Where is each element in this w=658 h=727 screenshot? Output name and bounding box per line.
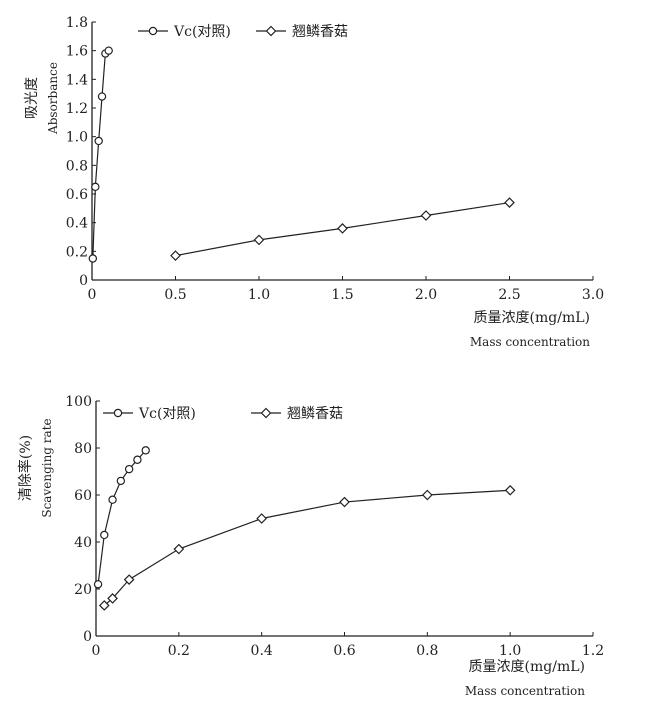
y-axis-title-en: Absorbance <box>46 62 60 135</box>
data-point <box>421 489 433 501</box>
y-axis-title-cn: 吸光度 <box>24 77 40 119</box>
absorbance-chart: 0 0.2 0.4 0.6 0.8 1.0 1.2 1.4 1.6 1.8 0 0.5 1.0 1.5 2.… <box>24 15 604 349</box>
x-tick-label: 0.2 <box>168 643 190 659</box>
legend-label: 翘鳞香菇 <box>287 406 343 422</box>
series-vc-control <box>93 446 150 589</box>
legend-entry: 翘鳞香菇 <box>251 406 343 422</box>
data-point <box>504 197 515 208</box>
series-sample <box>98 484 516 611</box>
legend-marker <box>148 26 158 36</box>
y-axis-title-cn: 清除率(%) <box>17 435 34 501</box>
series-line <box>103 489 511 606</box>
x-tick-label: 0.8 <box>416 643 438 659</box>
y-tick-label: 0.8 <box>66 158 88 174</box>
y-tick-label: 0.6 <box>66 187 88 203</box>
data-point <box>504 484 516 496</box>
data-point <box>108 495 117 504</box>
data-point <box>124 464 134 474</box>
y-tick-label: 40 <box>74 535 92 551</box>
scavenging-rate-chart: 0 20 40 60 80 100 0 0.2 0.4 0.6 0.8 1.0 1.2 清除率(%) Sca… <box>17 394 604 698</box>
x-tick-label: 0.6 <box>333 643 355 659</box>
x-axis-title-cn: 质量浓度(mg/mL) <box>469 659 585 675</box>
data-point <box>123 574 135 585</box>
x-tick-label: 1.2 <box>582 643 604 659</box>
data-point <box>170 250 181 261</box>
y-tick-label: 100 <box>65 394 92 410</box>
y-tick-label: 1.4 <box>66 72 88 88</box>
legend-marker <box>265 25 277 37</box>
y-tick-label: 80 <box>74 441 92 457</box>
y-tick-label: 0 <box>79 273 88 289</box>
legend-label: Vc(对照) <box>138 406 196 422</box>
x-axis-title-en: Mass concentration <box>470 335 590 349</box>
data-point <box>339 496 350 508</box>
y-tick-label: 1.0 <box>66 130 88 146</box>
data-point <box>97 92 107 101</box>
data-point <box>104 46 113 55</box>
series-sample <box>170 197 515 261</box>
data-point <box>93 580 103 589</box>
legend-marker <box>113 408 123 418</box>
data-point <box>420 210 432 221</box>
legend-label: 翘鳞香菇 <box>292 24 348 40</box>
data-point <box>91 182 100 192</box>
x-tick-label: 3.0 <box>582 287 604 303</box>
data-point <box>94 136 103 146</box>
data-point <box>88 254 98 263</box>
legend-label: Vc(对照) <box>173 24 231 40</box>
data-point <box>256 513 268 524</box>
x-tick-label: 0.5 <box>164 287 186 303</box>
y-tick-label: 0.4 <box>66 216 88 232</box>
x-tick-label: 0 <box>92 643 101 659</box>
data-point <box>337 223 348 234</box>
x-tick-label: 2.5 <box>498 287 520 303</box>
x-tick-label: 1.5 <box>331 287 353 303</box>
x-tick-label: 0 <box>88 287 97 303</box>
data-point <box>98 600 110 611</box>
x-tick-label: 0.4 <box>251 643 273 659</box>
data-point <box>173 543 185 555</box>
y-tick-label: 0.2 <box>66 244 88 260</box>
series-line <box>97 449 147 585</box>
x-tick-label: 2.0 <box>415 287 437 303</box>
x-axis-title-cn: 质量浓度(mg/mL) <box>474 310 590 326</box>
legend-entry: 翘鳞香菇 <box>256 24 348 40</box>
series-vc-control <box>88 46 113 263</box>
legend-marker <box>260 407 272 419</box>
x-tick-label: 1.0 <box>499 643 521 659</box>
data-point <box>107 593 118 604</box>
data-point <box>141 446 150 455</box>
y-tick-label: 20 <box>74 582 92 598</box>
y-tick-label: 1.6 <box>66 44 88 60</box>
y-tick-label: 0 <box>83 629 92 645</box>
x-tick-label: 1.0 <box>248 287 270 303</box>
legend-entry: Vc(对照) <box>138 24 231 40</box>
data-point <box>116 476 126 486</box>
data-point <box>253 234 265 246</box>
data-point <box>100 530 109 540</box>
x-axis-title-en: Mass concentration <box>465 684 585 698</box>
y-axis-title-en: Scavenging rate <box>40 418 54 517</box>
y-tick-label: 1.8 <box>66 15 88 31</box>
y-tick-label: 60 <box>74 488 92 504</box>
y-tick-label: 1.2 <box>66 101 88 117</box>
series-line <box>92 50 110 259</box>
legend-entry: Vc(对照) <box>103 406 196 422</box>
data-point <box>133 455 142 464</box>
